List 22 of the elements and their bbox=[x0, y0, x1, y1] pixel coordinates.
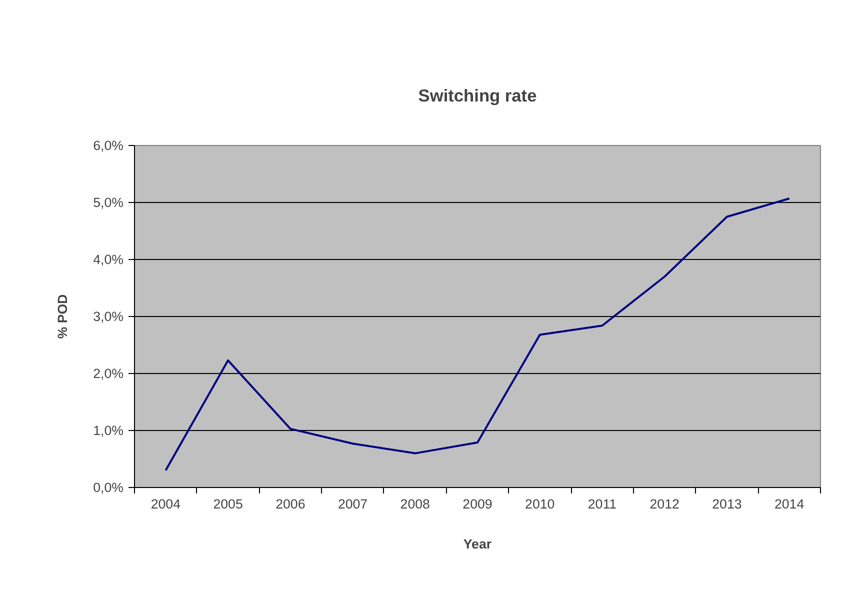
y-tick-label: 3,0% bbox=[93, 309, 124, 324]
x-tick-label: 2004 bbox=[150, 496, 182, 512]
x-axis-title: Year bbox=[463, 536, 492, 552]
x-tick-label: 2009 bbox=[462, 496, 492, 512]
x-tick-label: 2014 bbox=[774, 496, 805, 512]
x-tick-label: 2011 bbox=[588, 496, 617, 512]
y-tick-label: 5,0% bbox=[93, 195, 124, 210]
x-tick-label: 2013 bbox=[712, 496, 742, 512]
x-tick-label: 2006 bbox=[276, 496, 306, 512]
x-tick-label: 2010 bbox=[525, 496, 555, 512]
x-tick-label: 2012 bbox=[650, 496, 680, 512]
x-tick-label: 2008 bbox=[400, 496, 430, 512]
line-series bbox=[164, 198, 790, 472]
x-tick-label: 2005 bbox=[213, 496, 243, 512]
y-tick-label: 1,0% bbox=[93, 423, 124, 438]
y-tick-label: 0,0% bbox=[93, 480, 124, 495]
y-tick-label: 6,0% bbox=[93, 138, 124, 153]
x-tick-label: 2007 bbox=[338, 496, 368, 512]
y-tick-label: 4,0% bbox=[93, 252, 124, 267]
chart-title: Switching rate bbox=[418, 86, 538, 106]
y-axis-title: % POD bbox=[55, 294, 70, 339]
y-tick-label: 2,0% bbox=[93, 366, 124, 381]
